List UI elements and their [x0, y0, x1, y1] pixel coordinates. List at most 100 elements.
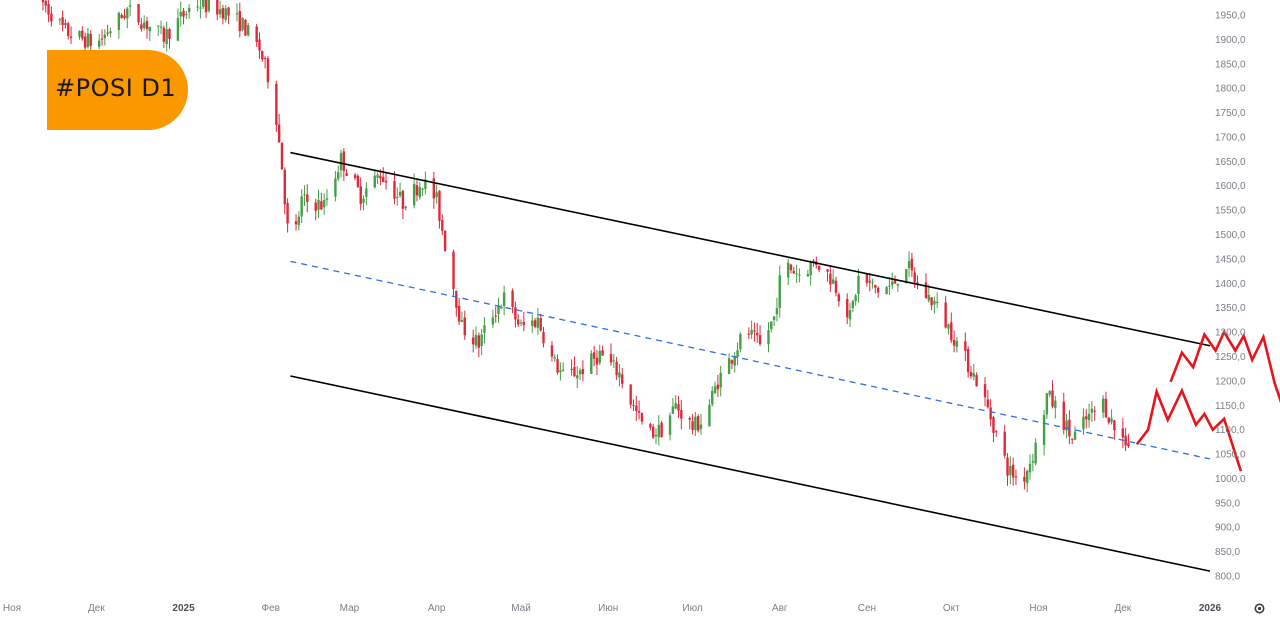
candle-body	[786, 262, 790, 278]
time-tick-label: Фев	[261, 603, 279, 614]
candle-body	[477, 335, 481, 348]
candle-body	[275, 83, 278, 125]
candle-body	[303, 194, 306, 196]
candle-body	[635, 405, 638, 411]
candle-body	[452, 251, 455, 289]
candle-body	[640, 413, 644, 422]
candle-body	[176, 18, 180, 41]
candle-body	[660, 422, 663, 438]
candle-body	[353, 174, 357, 179]
candle-body	[730, 360, 734, 364]
candle-body	[1073, 431, 1077, 440]
candle-body	[356, 175, 360, 187]
candle-body	[294, 221, 298, 225]
candle-body	[317, 199, 320, 210]
price-tick-label: 800,0	[1215, 572, 1240, 583]
candle-body	[657, 424, 661, 438]
time-tick-label: Май	[511, 603, 531, 614]
candle-body	[637, 411, 641, 413]
candle-body	[168, 29, 171, 39]
time-tick-label: Ноя	[1029, 603, 1047, 614]
candle-body	[103, 34, 107, 39]
forecast-layer	[1135, 329, 1280, 472]
candle-body	[1031, 461, 1035, 463]
candle-body	[930, 297, 933, 306]
candle-body	[227, 7, 230, 16]
candle-body	[511, 290, 514, 308]
candle-body	[612, 360, 616, 362]
candle-body	[494, 315, 497, 317]
candle-body	[142, 22, 146, 29]
candle-body	[966, 348, 970, 373]
candle-body	[1104, 398, 1108, 418]
candle-body	[140, 24, 143, 30]
candle-body	[514, 307, 517, 320]
candle-body	[199, 7, 202, 9]
time-tick-label: Дек	[1114, 603, 1131, 614]
price-tick-label: 1600,0	[1215, 181, 1246, 192]
candle-body	[137, 4, 140, 23]
candle-body	[556, 359, 559, 373]
candle-body	[629, 384, 632, 405]
forecast-path-1[interactable]	[1135, 387, 1243, 472]
candle-body	[404, 206, 407, 208]
candle-body	[772, 316, 776, 321]
candle-body	[519, 322, 523, 324]
settings-gear-icon[interactable]	[1252, 601, 1266, 615]
candle-body	[286, 202, 289, 224]
candle-body	[936, 301, 939, 304]
price-tick-label: 1200,0	[1215, 376, 1246, 387]
candle-body	[1085, 416, 1088, 420]
price-tick-label: 1550,0	[1215, 206, 1246, 217]
candle-body	[412, 183, 416, 206]
candle-body	[123, 15, 126, 19]
candle-body	[432, 178, 436, 199]
candle-body	[202, 0, 205, 7]
candle-body	[345, 173, 348, 176]
candle-body	[58, 19, 62, 21]
candle-body	[384, 180, 388, 183]
candle-body	[339, 153, 343, 171]
candle-body	[573, 367, 576, 377]
candle-body	[615, 361, 618, 376]
time-tick-label: Мар	[340, 603, 360, 614]
candle-body	[379, 175, 382, 179]
candle-body	[438, 190, 441, 221]
candle-body	[382, 176, 385, 182]
channel-lower-line[interactable]	[290, 375, 1211, 572]
forecast-path-2[interactable]	[1169, 329, 1280, 434]
candle-body	[592, 352, 596, 359]
candle-body	[325, 198, 329, 200]
candle-body	[750, 329, 753, 335]
candle-body	[337, 172, 340, 179]
candle-body	[241, 17, 244, 30]
candle-body	[1011, 464, 1015, 478]
channel-upper-line[interactable]	[290, 151, 1211, 347]
candle-body	[857, 275, 860, 294]
candle-body	[424, 179, 427, 190]
candle-body	[280, 142, 284, 170]
candles-layer	[39, 0, 1130, 493]
candle-body	[767, 330, 770, 345]
candle-body	[989, 407, 992, 420]
price-tick-label: 1000,0	[1215, 474, 1246, 485]
candle-body	[874, 284, 877, 288]
candle-body	[905, 269, 908, 284]
candle-body	[83, 36, 87, 48]
candle-body	[1026, 470, 1029, 484]
candle-body	[770, 321, 773, 330]
candle-body	[972, 373, 975, 377]
candle-body	[1045, 393, 1049, 415]
price-tick-label: 1250,0	[1215, 352, 1246, 363]
channel-mid-dashed-line[interactable]	[290, 260, 1211, 460]
price-tick-label: 1300,0	[1215, 328, 1246, 339]
candle-body	[47, 4, 50, 15]
price-tick-label: 1500,0	[1215, 230, 1246, 241]
candle-body	[497, 306, 500, 315]
candle-body	[1093, 410, 1096, 412]
price-tick-label: 1750,0	[1215, 108, 1246, 119]
candle-body	[1009, 465, 1012, 475]
price-tick-label: 1400,0	[1215, 279, 1246, 290]
candle-body	[795, 273, 798, 275]
